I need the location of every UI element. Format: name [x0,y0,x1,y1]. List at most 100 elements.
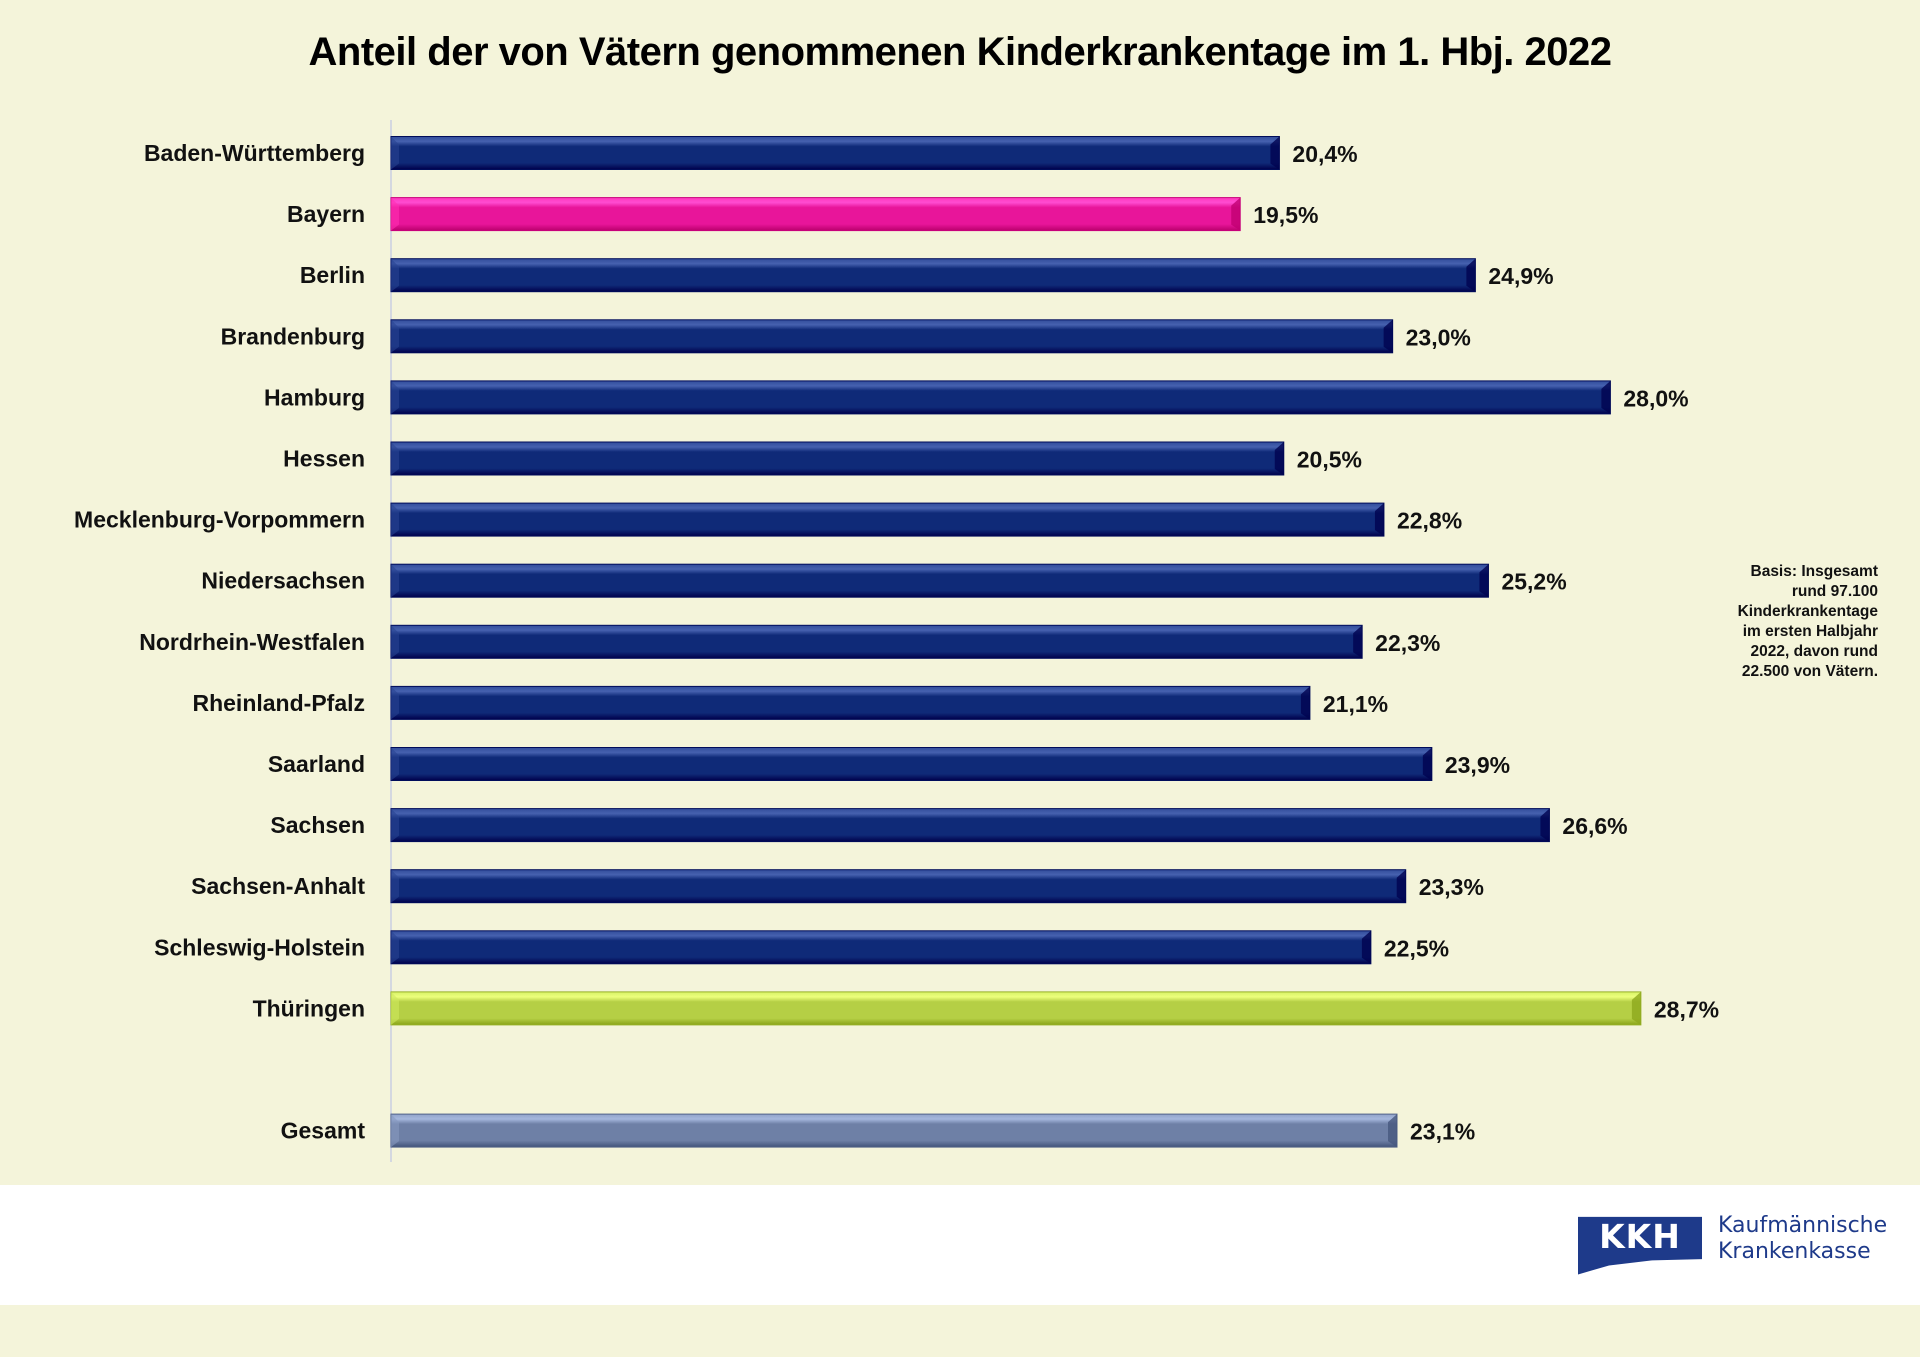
bar-group-mecklenburg-vorpommern: Mecklenburg-Vorpommern 22,8% [74,502,1462,537]
value-label: 23,3% [1419,874,1484,900]
category-label: Gesamt [281,1118,366,1144]
bar-bevel [391,319,399,353]
bar-bevel [1231,197,1241,231]
category-label: Schleswig-Holstein [154,934,365,960]
category-label: Bayern [287,201,365,227]
bar-bevel [1422,747,1432,781]
bar-bevel [1374,503,1384,537]
category-label: Sachsen-Anhalt [191,873,365,899]
bar-bevel [391,747,399,781]
note-line: im ersten Halbjahr [1742,623,1878,640]
bar [390,930,1372,965]
bar [390,869,1407,904]
logo-abbreviation: KKH [1599,1217,1681,1256]
bar-group-gesamt: Gesamt 23,1% [281,1113,1475,1148]
bar-bevel [1479,564,1489,598]
bar-bevel [1274,442,1284,475]
bar-bevel [1540,808,1550,842]
value-label: 25,2% [1501,569,1566,595]
bar-bevel [1361,930,1371,964]
value-label: 23,1% [1410,1119,1475,1145]
value-label: 28,0% [1623,385,1688,411]
value-label: 19,5% [1253,202,1318,228]
bar-bevel [1466,258,1476,292]
bar-bevel [391,930,399,964]
category-label: Sachsen [270,812,365,838]
category-label: Brandenburg [221,323,365,349]
bar-chart: Baden-Württemberg 20,4% Bayern 19,5% Berlin 2… [74,120,1719,1162]
bar [390,808,1550,843]
value-label: 21,1% [1323,691,1388,717]
bar [390,319,1394,354]
value-label: 26,6% [1562,813,1627,839]
bar-group-brandenburg: Brandenburg 23,0% [221,319,1471,354]
value-label: 22,5% [1384,935,1449,961]
bar-group-saarland: Saarland 23,9% [268,747,1510,781]
value-label: 23,0% [1406,324,1471,350]
bar-bevel [1396,869,1406,903]
value-label: 22,3% [1375,630,1440,656]
note-line: 2022, davon rund [1750,643,1878,660]
value-label: 20,4% [1292,141,1357,167]
category-label: Nordrhein-Westfalen [139,629,365,655]
category-label: Rheinland-Pfalz [192,690,365,716]
bar-group-nordrhein-westfalen: Nordrhein-Westfalen 22,3% [139,624,1440,659]
bar-bevel [1300,686,1310,720]
value-label: 24,9% [1488,263,1553,289]
bar [390,685,1311,720]
bar-group-sachsen: Sachsen 26,6% [270,808,1628,843]
bar-bevel [1270,136,1280,170]
category-label: Hessen [283,446,365,472]
bar-bevel [391,625,399,659]
category-label: Berlin [300,262,365,288]
bar [390,197,1241,232]
bar-bevel [1388,1114,1398,1148]
category-label: Niedersachsen [201,568,365,594]
bar [390,991,1642,1026]
note-line: rund 97.100 [1791,583,1878,600]
bar [390,747,1433,781]
chart-title: Anteil der von Vätern genommenen Kinderk… [308,30,1612,74]
category-label: Saarland [268,751,365,777]
bar-bevel [391,380,399,414]
bar-bevel [391,258,399,292]
bar-group-baden-württemberg: Baden-Württemberg 20,4% [144,136,1358,170]
bar [390,258,1476,293]
note-line: Kinderkrankentage [1737,603,1878,620]
logo-text-line2: Krankenkasse [1718,1239,1871,1264]
kkh-logo: KKH Kaufmännische Krankenkasse [1578,1213,1898,1281]
bar-group-berlin: Berlin 24,9% [300,258,1554,293]
category-label: Hamburg [264,384,365,410]
note-line: Basis: Insgesamt [1750,563,1879,580]
bar [390,563,1489,598]
bar-bevel [1601,380,1611,414]
bar-bevel [391,869,399,903]
bar-bevel [1353,625,1363,659]
value-label: 28,7% [1654,996,1719,1022]
value-label: 20,5% [1297,447,1362,473]
bar [390,1113,1398,1148]
bar-group-niedersachsen: Niedersachsen 25,2% [201,563,1567,598]
bar [390,502,1385,537]
basis-note: Basis: Insgesamt rund 97.100 Kinderkrank… [1680,562,1878,682]
note-line: 22.500 von Vätern. [1741,663,1878,680]
bar-group-hamburg: Hamburg 28,0% [264,380,1689,415]
bar-bevel [391,991,399,1025]
bar-group-rheinland-pfalz: Rheinland-Pfalz 21,1% [192,685,1388,720]
bar-bevel [391,503,399,537]
bar-group-thüringen: Thüringen 28,7% [253,991,1719,1026]
bar-bevel [391,197,399,231]
bar-group-bayern: Bayern 19,5% [287,197,1318,232]
bar-bevel [391,564,399,598]
bar [390,380,1611,415]
value-label: 22,8% [1397,508,1462,534]
value-label: 23,9% [1445,752,1510,778]
bar [390,624,1363,659]
bar [390,441,1285,476]
category-label: Baden-Württemberg [144,140,365,166]
bar-group-schleswig-holstein: Schleswig-Holstein 22,5% [154,930,1449,965]
category-label: Mecklenburg-Vorpommern [74,507,365,533]
bar-group-sachsen-anhalt: Sachsen-Anhalt 23,3% [191,869,1484,904]
logo-text-line1: Kaufmännische [1718,1213,1888,1238]
bar-bevel [391,442,399,475]
